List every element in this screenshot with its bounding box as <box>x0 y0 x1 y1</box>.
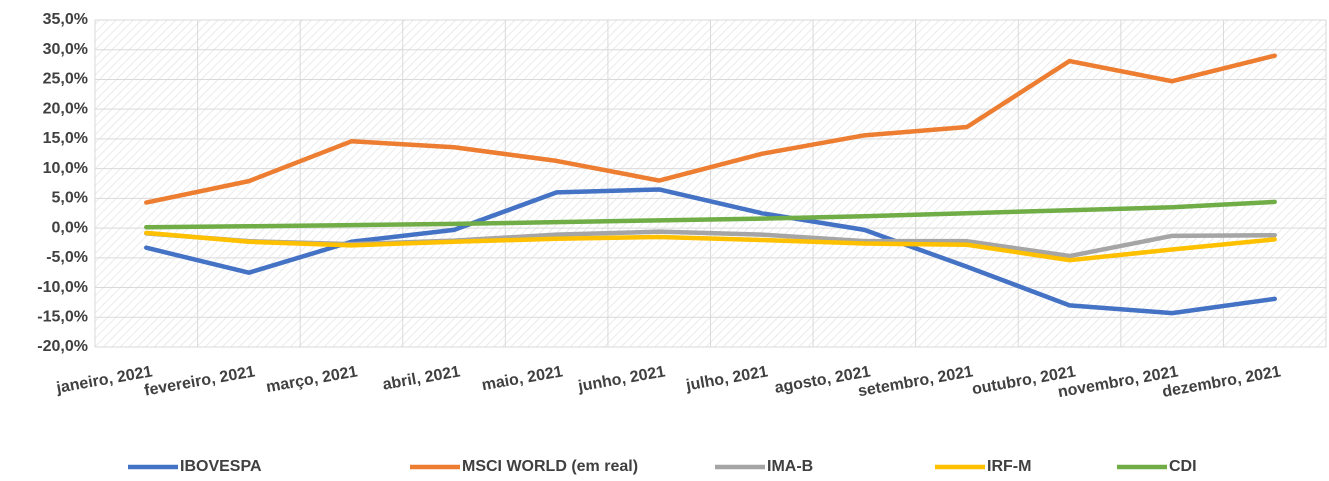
y-tick-label: 20,0% <box>43 100 88 117</box>
y-tick-label: 10,0% <box>43 160 88 177</box>
y-tick-label: -10,0% <box>37 279 88 296</box>
legend-label: CDI <box>1169 458 1197 475</box>
x-tick-label: setembro, 2021 <box>857 363 975 400</box>
series-line <box>144 230 1277 263</box>
x-tick-label: março, 2021 <box>265 363 359 396</box>
legend-label: IRF-M <box>987 458 1031 475</box>
series-line <box>144 199 1277 230</box>
x-tick-label: agosto, 2021 <box>773 363 872 397</box>
legend-label: IMA-B <box>767 458 813 475</box>
x-tick-label: julho, 2021 <box>684 363 769 394</box>
legend-label: MSCI WORLD (em real) <box>462 458 638 475</box>
series-line <box>144 53 1277 205</box>
x-tick-label: junho, 2021 <box>576 363 667 395</box>
y-tick-label: 15,0% <box>43 130 88 147</box>
x-tick-label: maio, 2021 <box>481 363 565 394</box>
y-tick-label: -5,0% <box>46 249 88 266</box>
y-tick-label: 30,0% <box>43 41 88 58</box>
y-tick-label: 35,0% <box>43 11 88 28</box>
x-tick-label: dezembro, 2021 <box>1161 363 1282 401</box>
x-tick-label: novembro, 2021 <box>1057 363 1180 401</box>
y-tick-label: 5,0% <box>52 190 88 207</box>
x-tick-label: janeiro, 2021 <box>54 363 154 397</box>
x-tick-label: fevereiro, 2021 <box>143 363 256 399</box>
y-tick-label: -15,0% <box>37 308 88 325</box>
y-tick-label: -20,0% <box>37 338 88 355</box>
y-tick-label: 25,0% <box>43 71 88 88</box>
x-tick-label: abril, 2021 <box>381 363 461 393</box>
legend-label: IBOVESPA <box>180 458 262 475</box>
y-tick-label: 0,0% <box>52 219 88 236</box>
